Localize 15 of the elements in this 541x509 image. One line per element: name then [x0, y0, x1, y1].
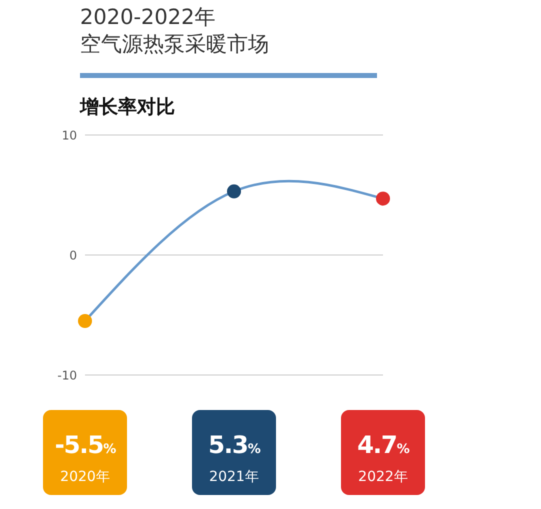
point: [78, 314, 92, 328]
point: [376, 192, 390, 206]
x-tick-label: 2022年: [358, 469, 408, 485]
y-tick-label: -10: [57, 368, 77, 382]
x-tick-label: 2020年: [60, 469, 110, 485]
data-label: 4.7%: [357, 431, 410, 459]
data-label: -5.5%: [54, 431, 116, 459]
text: 增长率对比: [80, 95, 175, 120]
y-tick-label: 0: [69, 248, 77, 262]
chart-subtitle: 空气源热泵采暖市场: [80, 31, 269, 58]
x-tick-label: 2021年: [209, 469, 259, 485]
y-tick-label: 10: [62, 128, 77, 142]
point: [227, 184, 241, 198]
chart-title: 2020-2022年: [80, 4, 216, 31]
data-label: 5.3%: [208, 431, 261, 459]
